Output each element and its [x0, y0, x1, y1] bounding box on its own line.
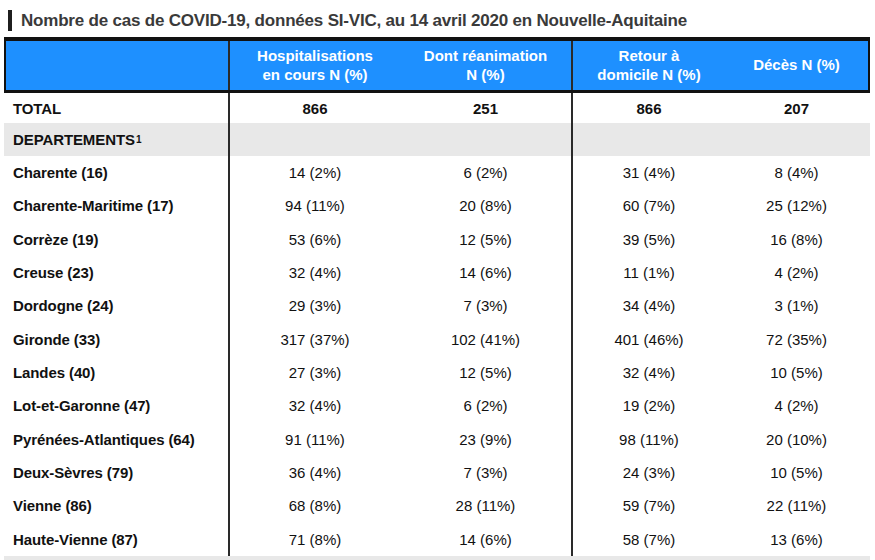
cell-hospitalisations: 29 (3%): [230, 289, 400, 322]
total-retour-domicile: 866: [573, 93, 725, 123]
table-row-haute-vienne: Haute-Vienne (87) 71 (8%) 14 (6%) 58 (7%…: [4, 523, 870, 556]
row-label: Charente (16): [6, 156, 230, 189]
cell-deces: 4 (2%): [725, 389, 868, 422]
table-row-landes: Landes (40) 27 (3%) 12 (5%) 32 (4%) 10 (…: [4, 356, 870, 389]
cell-reanimation: 6 (2%): [400, 389, 573, 422]
cell-hospitalisations: 94 (11%): [230, 189, 400, 222]
cell-reanimation: 14 (6%): [400, 523, 573, 556]
cell-deces: 72 (35%): [725, 323, 868, 356]
cell-reanimation: 7 (3%): [400, 456, 573, 489]
cell-deces: 8 (4%): [725, 156, 868, 189]
cell-deces: 20 (10%): [725, 423, 868, 456]
cell-retour-domicile: 31 (4%): [573, 156, 725, 189]
cell-deces: 25 (12%): [725, 189, 868, 222]
row-label: Vienne (86): [6, 489, 230, 522]
row-label: Corrèze (19): [6, 223, 230, 256]
row-label: Lot-et-Garonne (47): [6, 389, 230, 422]
page-title-text: Nombre de cas de COVID-19, données SI-VI…: [21, 11, 687, 31]
row-label: Charente-Maritime (17): [6, 189, 230, 222]
cell-hospitalisations: 32 (4%): [230, 389, 400, 422]
cell-deces: 4 (2%): [725, 256, 868, 289]
cell-deces: 3 (1%): [725, 289, 868, 322]
cell-hospitalisations: 68 (8%): [230, 489, 400, 522]
row-label: Haute-Vienne (87): [6, 523, 230, 556]
cell-hospitalisations: 71 (8%): [230, 523, 400, 556]
header-hospitalisations: Hospitalisations en cours N (%): [230, 41, 400, 90]
cell-deces: 10 (5%): [725, 456, 868, 489]
row-label: TOTAL: [6, 93, 230, 123]
cell-reanimation: 14 (6%): [400, 256, 573, 289]
row-label: Pyrénées-Atlantiques (64): [6, 423, 230, 456]
cell-deces: 13 (6%): [725, 523, 868, 556]
cell-retour-domicile: 60 (7%): [573, 189, 725, 222]
cell-reanimation: 28 (11%): [400, 489, 573, 522]
row-label: Deux-Sèvres (79): [6, 456, 230, 489]
header-reanimation: Dont réanimation N (%): [400, 41, 573, 90]
cell-hospitalisations: 53 (6%): [230, 223, 400, 256]
cell-retour-domicile: 19 (2%): [573, 389, 725, 422]
row-label: Creuse (23): [6, 256, 230, 289]
cell-reanimation: 7 (3%): [400, 289, 573, 322]
total-hospitalisations: 866: [230, 93, 400, 123]
header-retour-domicile: Retour à domicile N (%): [573, 41, 725, 90]
section-label-text: DEPARTEMENTS: [13, 131, 135, 148]
table-row-charente: Charente (16) 14 (2%) 6 (2%) 31 (4%) 8 (…: [4, 156, 870, 189]
cell-retour-domicile: 11 (1%): [573, 256, 725, 289]
cell-reanimation: 102 (41%): [400, 323, 573, 356]
table-row-vienne: Vienne (86) 68 (8%) 28 (11%) 59 (7%) 22 …: [4, 489, 870, 522]
table-row-dordogne: Dordogne (24) 29 (3%) 7 (3%) 34 (4%) 3 (…: [4, 289, 870, 322]
row-label: Dordogne (24): [6, 289, 230, 322]
cell-reanimation: 23 (9%): [400, 423, 573, 456]
table-row-total: TOTAL 866 251 866 207: [4, 93, 870, 123]
table-row-pyrenees-atlantiques: Pyrénées-Atlantiques (64) 91 (11%) 23 (9…: [4, 423, 870, 456]
row-label: Landes (40): [6, 356, 230, 389]
table-row-correze: Corrèze (19) 53 (6%) 12 (5%) 39 (5%) 16 …: [4, 223, 870, 256]
cell-deces: 22 (11%): [725, 489, 868, 522]
cell-reanimation: 6 (2%): [400, 156, 573, 189]
cell-retour-domicile: 98 (11%): [573, 423, 725, 456]
cell-retour-domicile: 34 (4%): [573, 289, 725, 322]
table-row-creuse: Creuse (23) 32 (4%) 14 (6%) 11 (1%) 4 (2…: [4, 256, 870, 289]
section-label: DEPARTEMENTS1: [6, 123, 230, 156]
title-accent-bar: [8, 10, 12, 31]
header-deces: Décès N (%): [725, 41, 868, 90]
table-row-charente-maritime: Charente-Maritime (17) 94 (11%) 20 (8%) …: [4, 189, 870, 222]
cell-hospitalisations: 14 (2%): [230, 156, 400, 189]
total-deces: 207: [725, 93, 868, 123]
cell-deces: 10 (5%): [725, 356, 868, 389]
cell-retour-domicile: 59 (7%): [573, 489, 725, 522]
cell-retour-domicile: 24 (3%): [573, 456, 725, 489]
table-section-departements: DEPARTEMENTS1: [4, 123, 870, 156]
covid-cases-table: Hospitalisations en cours N (%) Dont réa…: [4, 37, 870, 560]
table-row-lot-et-garonne: Lot-et-Garonne (47) 32 (4%) 6 (2%) 19 (2…: [4, 389, 870, 422]
header-empty-cell: [6, 41, 230, 90]
table-row-deux-sevres: Deux-Sèvres (79) 36 (4%) 7 (3%) 24 (3%) …: [4, 456, 870, 489]
cell-hospitalisations: 32 (4%): [230, 256, 400, 289]
cell-reanimation: 20 (8%): [400, 189, 573, 222]
row-label: Gironde (33): [6, 323, 230, 356]
cell-reanimation: 12 (5%): [400, 356, 573, 389]
cell-retour-domicile: 32 (4%): [573, 356, 725, 389]
cell-hospitalisations: 36 (4%): [230, 456, 400, 489]
cell-retour-domicile: 401 (46%): [573, 323, 725, 356]
page-title: Nombre de cas de COVID-19, données SI-VI…: [0, 0, 875, 37]
cell-hospitalisations: 27 (3%): [230, 356, 400, 389]
cell-retour-domicile: 58 (7%): [573, 523, 725, 556]
table-header-row: Hospitalisations en cours N (%) Dont réa…: [4, 37, 870, 93]
cell-hospitalisations: 91 (11%): [230, 423, 400, 456]
next-section-partial-row: [4, 556, 870, 560]
total-reanimation: 251: [400, 93, 573, 123]
table-row-gironde: Gironde (33) 317 (37%) 102 (41%) 401 (46…: [4, 323, 870, 356]
cell-reanimation: 12 (5%): [400, 223, 573, 256]
cell-retour-domicile: 39 (5%): [573, 223, 725, 256]
cell-deces: 16 (8%): [725, 223, 868, 256]
cell-hospitalisations: 317 (37%): [230, 323, 400, 356]
